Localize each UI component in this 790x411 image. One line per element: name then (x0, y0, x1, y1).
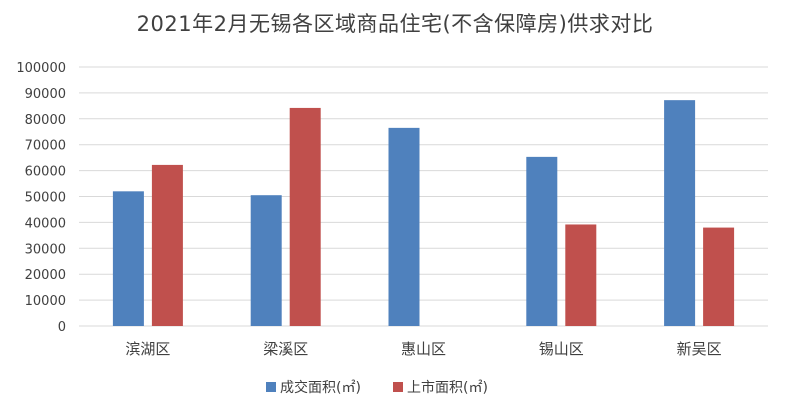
x-category-label: 滨湖区 (125, 340, 170, 358)
bar-supply-area-1 (289, 107, 321, 326)
y-tick-label: 100000 (16, 61, 66, 76)
bar-deal-area-2 (388, 127, 420, 327)
chart-title: 2021年2月无锡各区域商品住宅(不含保障房)供求对比 (136, 12, 654, 36)
x-axis-labels: 滨湖区 梁溪区 惠山区 锡山区 新吴区 (125, 340, 721, 358)
legend-swatch-1 (393, 382, 403, 392)
y-tick-label: 40000 (25, 216, 66, 231)
y-axis-ticks: 0 10000 20000 30000 40000 50000 60000 70000 8000… (16, 61, 66, 335)
bar-supply-area-3 (565, 224, 597, 326)
y-tick-label: 70000 (25, 139, 66, 154)
bar-deal-area-1 (250, 195, 282, 326)
y-tick-label: 10000 (25, 294, 66, 309)
bar-deal-area-3 (526, 156, 558, 326)
legend-label-0: 成交面积(㎡) (280, 379, 361, 396)
bar-deal-area-4 (664, 100, 696, 326)
grid-lines (79, 66, 768, 327)
y-tick-label: 30000 (25, 242, 66, 257)
x-category-label: 锡山区 (539, 340, 584, 358)
bar-supply-area-0 (151, 164, 183, 326)
x-category-label: 惠山区 (401, 340, 446, 358)
y-tick-label: 80000 (25, 113, 66, 128)
x-category-label: 新吴区 (677, 340, 722, 358)
bar-deal-area-0 (112, 191, 144, 326)
y-tick-label: 90000 (25, 87, 66, 102)
bar-supply-area-4 (703, 227, 735, 326)
x-category-label: 梁溪区 (263, 340, 308, 358)
legend-swatch-0 (266, 382, 276, 392)
y-tick-label: 0 (58, 320, 66, 335)
y-tick-label: 60000 (25, 165, 66, 180)
y-tick-label: 50000 (25, 191, 66, 206)
legend-label-1: 上市面积(㎡) (407, 379, 488, 396)
legend: 成交面积(㎡) 上市面积(㎡) (266, 379, 488, 396)
bars (112, 100, 735, 327)
y-tick-label: 20000 (25, 268, 66, 283)
